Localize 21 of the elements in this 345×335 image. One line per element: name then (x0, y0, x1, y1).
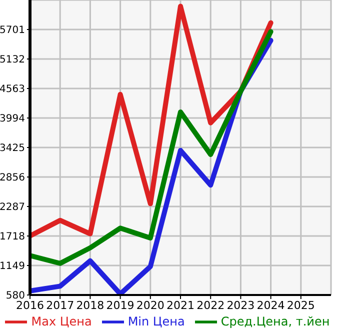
y-tick-label: 2856 (0, 172, 25, 184)
x-tick-label: 2019 (106, 298, 134, 312)
y-tick-label: 2287 (0, 202, 25, 214)
y-tick-label: 5701 (0, 25, 25, 36)
legend-label: Сред.Цена, т.йен (220, 314, 330, 328)
x-tick-label: 2022 (196, 298, 225, 312)
y-tick-label: 1718 (0, 232, 25, 243)
y-tick-label: 5132 (0, 54, 25, 66)
x-tick-label: 2023 (226, 298, 255, 312)
y-tick-label: 3425 (0, 143, 25, 154)
legend-label: Max Цена (31, 314, 92, 328)
x-tick-label: 2024 (256, 298, 285, 312)
y-tick-label: 3994 (0, 114, 25, 125)
x-tick-label: 2017 (46, 298, 74, 312)
y-tick-label: 1149 (0, 261, 25, 272)
x-tick-label: 2025 (286, 298, 315, 312)
x-tick-label: 2020 (136, 298, 164, 312)
legend-label: Min Цена (128, 314, 185, 328)
x-tick-label: 2021 (166, 298, 194, 312)
x-tick-label: 2018 (76, 298, 104, 312)
y-tick-label: 4563 (0, 84, 25, 96)
